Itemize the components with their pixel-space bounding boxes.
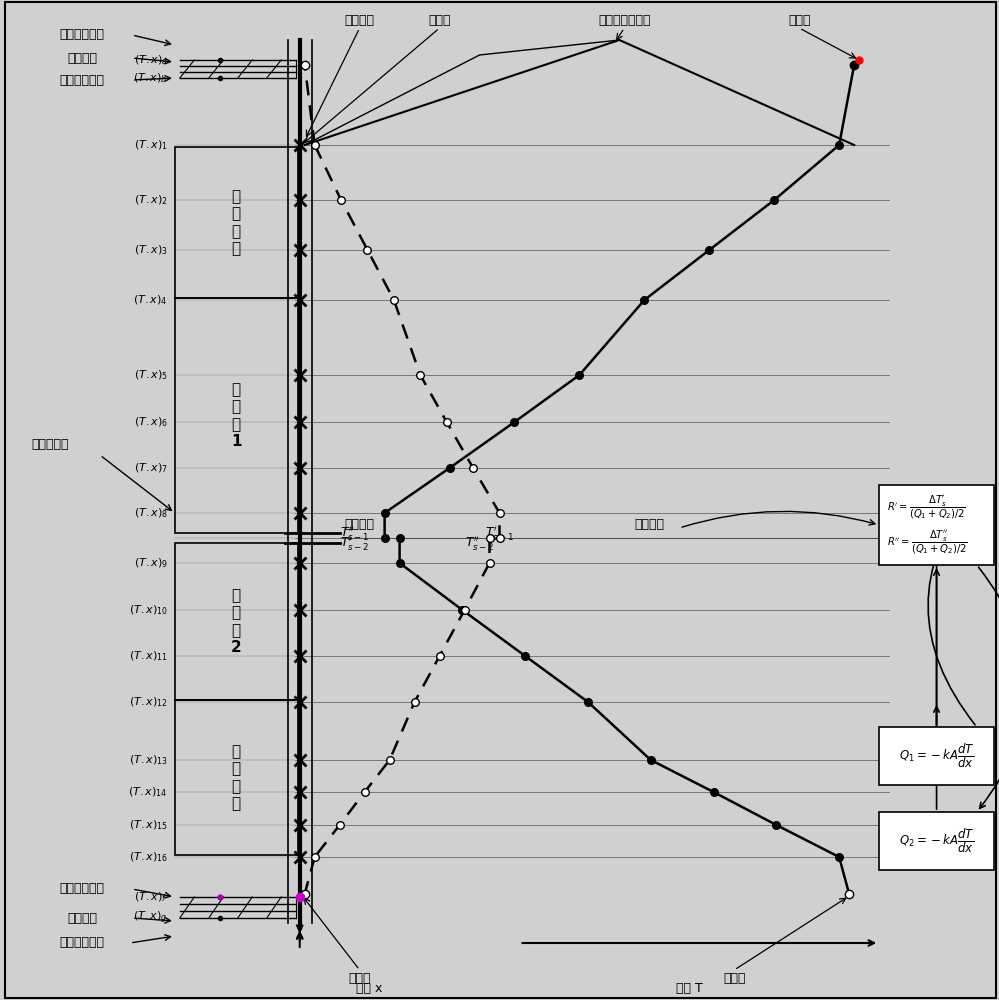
Text: $(T.x)_{13}$: $(T.x)_{13}$ (129, 753, 168, 767)
Text: $T_{s-2}''$: $T_{s-2}''$ (465, 534, 495, 552)
Text: 下加热: 下加热 (723, 972, 745, 984)
Text: 绝热材料: 绝热材料 (67, 912, 97, 924)
Text: 温度 T: 温度 T (676, 982, 702, 994)
Text: 温度传感器: 温度传感器 (31, 438, 69, 452)
Bar (175, 543, 298, 700)
Text: 上加热: 上加热 (788, 13, 810, 26)
Text: 防辐射屏温控点: 防辐射屏温控点 (598, 13, 650, 26)
Text: 待测界面: 待测界面 (345, 518, 375, 531)
Text: $(T.x)_g$: $(T.x)_g$ (133, 910, 168, 926)
Text: $(T.x)_b$: $(T.x)_b$ (134, 71, 168, 85)
Text: $(T.x)_{14}$: $(T.x)_{14}$ (129, 785, 168, 799)
Bar (175, 147, 298, 298)
Text: $(T.x)_1$: $(T.x)_1$ (134, 138, 168, 152)
Text: 下制冷: 下制冷 (349, 972, 371, 984)
Text: $T_{s-2}'$: $T_{s-2}'$ (340, 534, 370, 552)
Text: $(T.x)_9$: $(T.x)_9$ (134, 556, 168, 570)
Text: $(T.x)_3$: $(T.x)_3$ (134, 243, 168, 257)
Text: 距离 x: 距离 x (357, 982, 383, 994)
Text: $R'' = \dfrac{\Delta T_s''}{(Q_1+Q_2)/2}$: $R'' = \dfrac{\Delta T_s''}{(Q_1+Q_2)/2}… (887, 529, 968, 556)
Text: 上辅助加热器: 上辅助加热器 (59, 28, 105, 41)
Text: $(T.x)_4$: $(T.x)_4$ (134, 293, 168, 307)
Text: $(T.x)_{12}$: $(T.x)_{12}$ (129, 695, 168, 709)
Text: $(T.x)_6$: $(T.x)_6$ (134, 415, 168, 429)
Text: $(T.x)_2$: $(T.x)_2$ (134, 193, 168, 207)
Text: $(T.x)_f$: $(T.x)_f$ (134, 890, 168, 904)
Text: $T_{s-1}''$: $T_{s-1}''$ (340, 524, 370, 542)
Text: $(T.x)_{15}$: $(T.x)_{15}$ (129, 818, 168, 832)
Text: 试
验
件
2: 试 验 件 2 (231, 588, 242, 655)
Text: 接触热阻: 接触热阻 (634, 518, 664, 531)
Bar (175, 700, 298, 855)
Text: 上制冷: 上制冷 (429, 13, 451, 26)
Text: 绝热材料: 绝热材料 (67, 51, 97, 64)
Text: 试
验
件
1: 试 验 件 1 (231, 382, 242, 449)
Bar (879, 727, 994, 785)
Bar (175, 298, 298, 533)
Text: $(T.x)_{11}$: $(T.x)_{11}$ (129, 649, 168, 663)
Text: $(T.x)_{16}$: $(T.x)_{16}$ (129, 850, 168, 864)
Text: $(T.x)_5$: $(T.x)_5$ (134, 368, 168, 382)
Text: $(T.x)_a$: $(T.x)_a$ (134, 53, 168, 67)
Text: $R' = \dfrac{\Delta T_s'}{(Q_1+Q_2)/2}$: $R' = \dfrac{\Delta T_s'}{(Q_1+Q_2)/2}$ (887, 494, 966, 521)
Text: $(T.x)_8$: $(T.x)_8$ (134, 506, 168, 520)
Bar (879, 812, 994, 870)
Text: 下辅助加热器: 下辅助加热器 (59, 936, 105, 950)
Text: $Q_1 = -kA\dfrac{dT}{dx}$: $Q_1 = -kA\dfrac{dT}{dx}$ (899, 742, 974, 770)
Bar (879, 485, 994, 565)
Text: $T_{s-1}'$: $T_{s-1}'$ (485, 524, 514, 542)
Text: 下制冷加热套: 下制冷加热套 (59, 883, 105, 896)
Text: 上
热
流
计: 上 热 流 计 (232, 189, 241, 256)
Text: 防辐射屏: 防辐射屏 (345, 13, 375, 26)
Text: $Q_2 = -kA\dfrac{dT}{dx}$: $Q_2 = -kA\dfrac{dT}{dx}$ (899, 827, 974, 855)
Text: 上制冷加热套: 上制冷加热套 (59, 74, 105, 87)
Text: $(T.x)_{10}$: $(T.x)_{10}$ (129, 603, 168, 617)
Text: $(T.x)_7$: $(T.x)_7$ (134, 461, 168, 475)
Text: 下
热
流
计: 下 热 流 计 (232, 744, 241, 811)
